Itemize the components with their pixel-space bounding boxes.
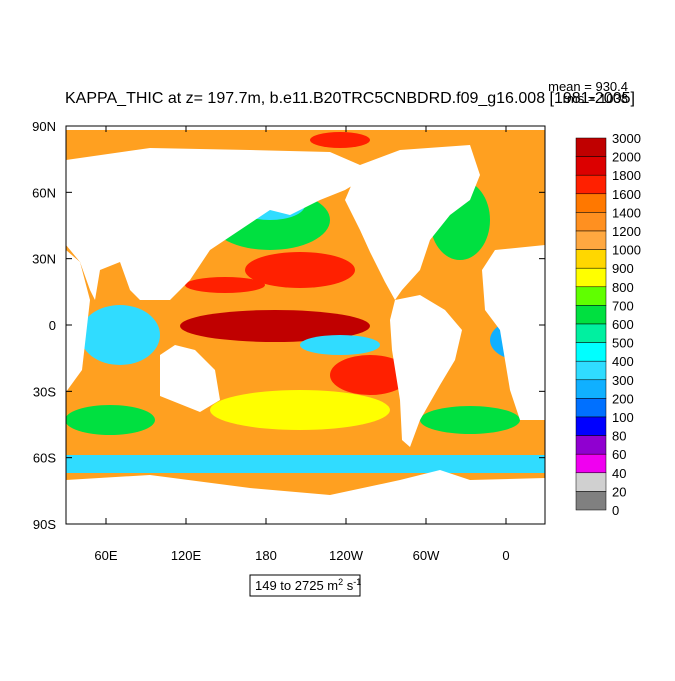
colorbar-label: 1200 (612, 224, 641, 239)
colorbar-box (575, 305, 607, 325)
field (66, 455, 545, 473)
colorbar-label: 40 (612, 466, 626, 481)
axes: 90N 60N 30N 0 30S 60S 90S 60E 120E 180 120W 60W 0 (32, 119, 545, 563)
colorbar-label: 100 (612, 410, 634, 425)
y-tick-label: 0 (49, 318, 56, 333)
colorbar-box (575, 286, 607, 306)
colorbar-box (575, 342, 607, 362)
colorbar-label: 400 (612, 354, 634, 369)
field (245, 252, 355, 288)
colorbar-label: 300 (612, 373, 634, 388)
x-tick-label: 120E (171, 548, 202, 563)
colorbar-label: 60 (612, 447, 626, 462)
colorbar-label: 800 (612, 280, 634, 295)
colorbar-box (575, 491, 607, 511)
colorbar-label: 20 (612, 484, 626, 499)
colorbar-label: 0 (612, 503, 619, 518)
colorbar-label: 700 (612, 298, 634, 313)
range-text: 149 to 2725 m (255, 578, 338, 593)
y-tick-label: 60S (33, 451, 56, 466)
colorbar-label: 200 (612, 391, 634, 406)
field (310, 132, 370, 148)
colorbar-label: 1000 (612, 243, 641, 258)
map (66, 126, 545, 524)
y-tick-label: 30N (32, 252, 56, 267)
colorbar-label: 2000 (612, 150, 641, 165)
colorbar-box (575, 212, 607, 232)
range-label: 149 to 2725 m2 s-1 (255, 577, 361, 593)
x-tick-label: 120W (329, 548, 364, 563)
colorbar-box (575, 323, 607, 343)
colorbar-box (575, 416, 607, 436)
colorbar-label: 600 (612, 317, 634, 332)
colorbar-box (575, 267, 607, 288)
field (330, 355, 410, 395)
x-tick-label: 180 (255, 548, 277, 563)
field (66, 405, 155, 435)
colorbar-label: 900 (612, 261, 634, 276)
colorbar-label: 1800 (612, 168, 641, 183)
colorbar-label: 1600 (612, 187, 641, 202)
x-tick-label: 60E (94, 548, 117, 563)
field (420, 406, 520, 434)
field (210, 390, 390, 430)
stat: mean = 930.4 (548, 79, 628, 94)
y-tick-label: 90N (32, 119, 56, 134)
colorbar-box (575, 193, 607, 213)
range-unit: s (343, 578, 354, 593)
y-tick-label: 30S (33, 384, 56, 399)
colorbar-label: 3000 (612, 131, 641, 146)
y-tick-label: 90S (33, 517, 56, 532)
colorbar-box (575, 435, 607, 455)
colorbar-box (575, 137, 607, 157)
range-box (249, 574, 361, 597)
x-tick-label: 60W (413, 548, 440, 563)
title: KAPPA_THIC at z= 197.7m, b.e11.B20TRC5CN… (65, 90, 635, 107)
colorbar-label: 500 (612, 336, 634, 351)
colorbar-box (575, 453, 607, 474)
colorbar-box (575, 174, 607, 195)
field (300, 335, 380, 355)
range-exp: 2 (338, 577, 343, 587)
range-exp: -1 (353, 577, 361, 587)
field (185, 277, 265, 293)
colorbar-label: 1400 (612, 205, 641, 220)
x-tick-label: 0 (502, 548, 509, 563)
colorbar-box (575, 230, 607, 250)
y-tick-label: 60N (32, 185, 56, 200)
colorbar-box (575, 360, 607, 381)
colorbar-box (575, 472, 607, 492)
land (66, 126, 545, 524)
field (180, 310, 370, 342)
colorbar-box (575, 379, 607, 399)
colorbar-box (575, 398, 607, 418)
colorbar-box (575, 249, 607, 269)
colorbar-box (575, 156, 607, 176)
colorbar-label: 80 (612, 429, 626, 444)
field (80, 305, 160, 365)
colorbar: 3000200018001600140012001000900800700600… (575, 131, 641, 518)
stat: rms = 1038 (563, 91, 628, 106)
